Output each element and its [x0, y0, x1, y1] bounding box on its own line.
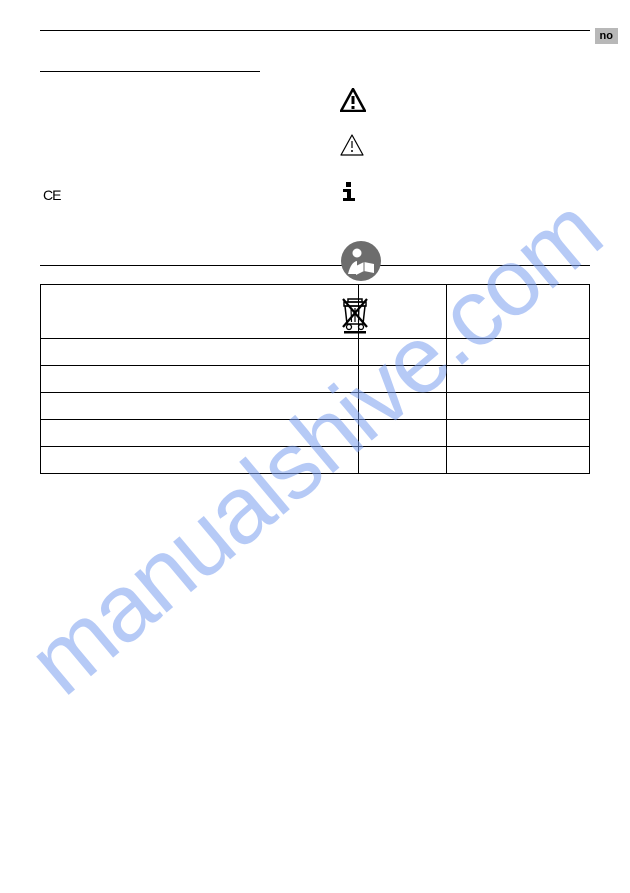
top-rule	[40, 30, 590, 31]
icon-row	[340, 134, 382, 156]
table-row	[41, 285, 590, 339]
warning-filled-icon	[340, 88, 366, 112]
read-manual-icon	[340, 240, 382, 282]
section-underline	[40, 71, 260, 72]
icon-row	[340, 240, 382, 282]
info-icon	[340, 182, 358, 202]
ce-mark: CE	[43, 187, 590, 203]
table-row	[41, 393, 590, 420]
section-rule-full	[40, 265, 590, 266]
table-row	[41, 339, 590, 366]
icon-column	[340, 88, 382, 356]
icon-row	[340, 296, 382, 334]
table-row	[41, 420, 590, 447]
spec-table	[40, 284, 590, 474]
language-tag: no	[595, 28, 618, 44]
warning-outline-icon	[340, 134, 364, 156]
table-row	[41, 366, 590, 393]
weee-icon	[340, 296, 370, 334]
table-row	[41, 447, 590, 474]
icon-row	[340, 182, 382, 202]
icon-row	[340, 88, 382, 112]
